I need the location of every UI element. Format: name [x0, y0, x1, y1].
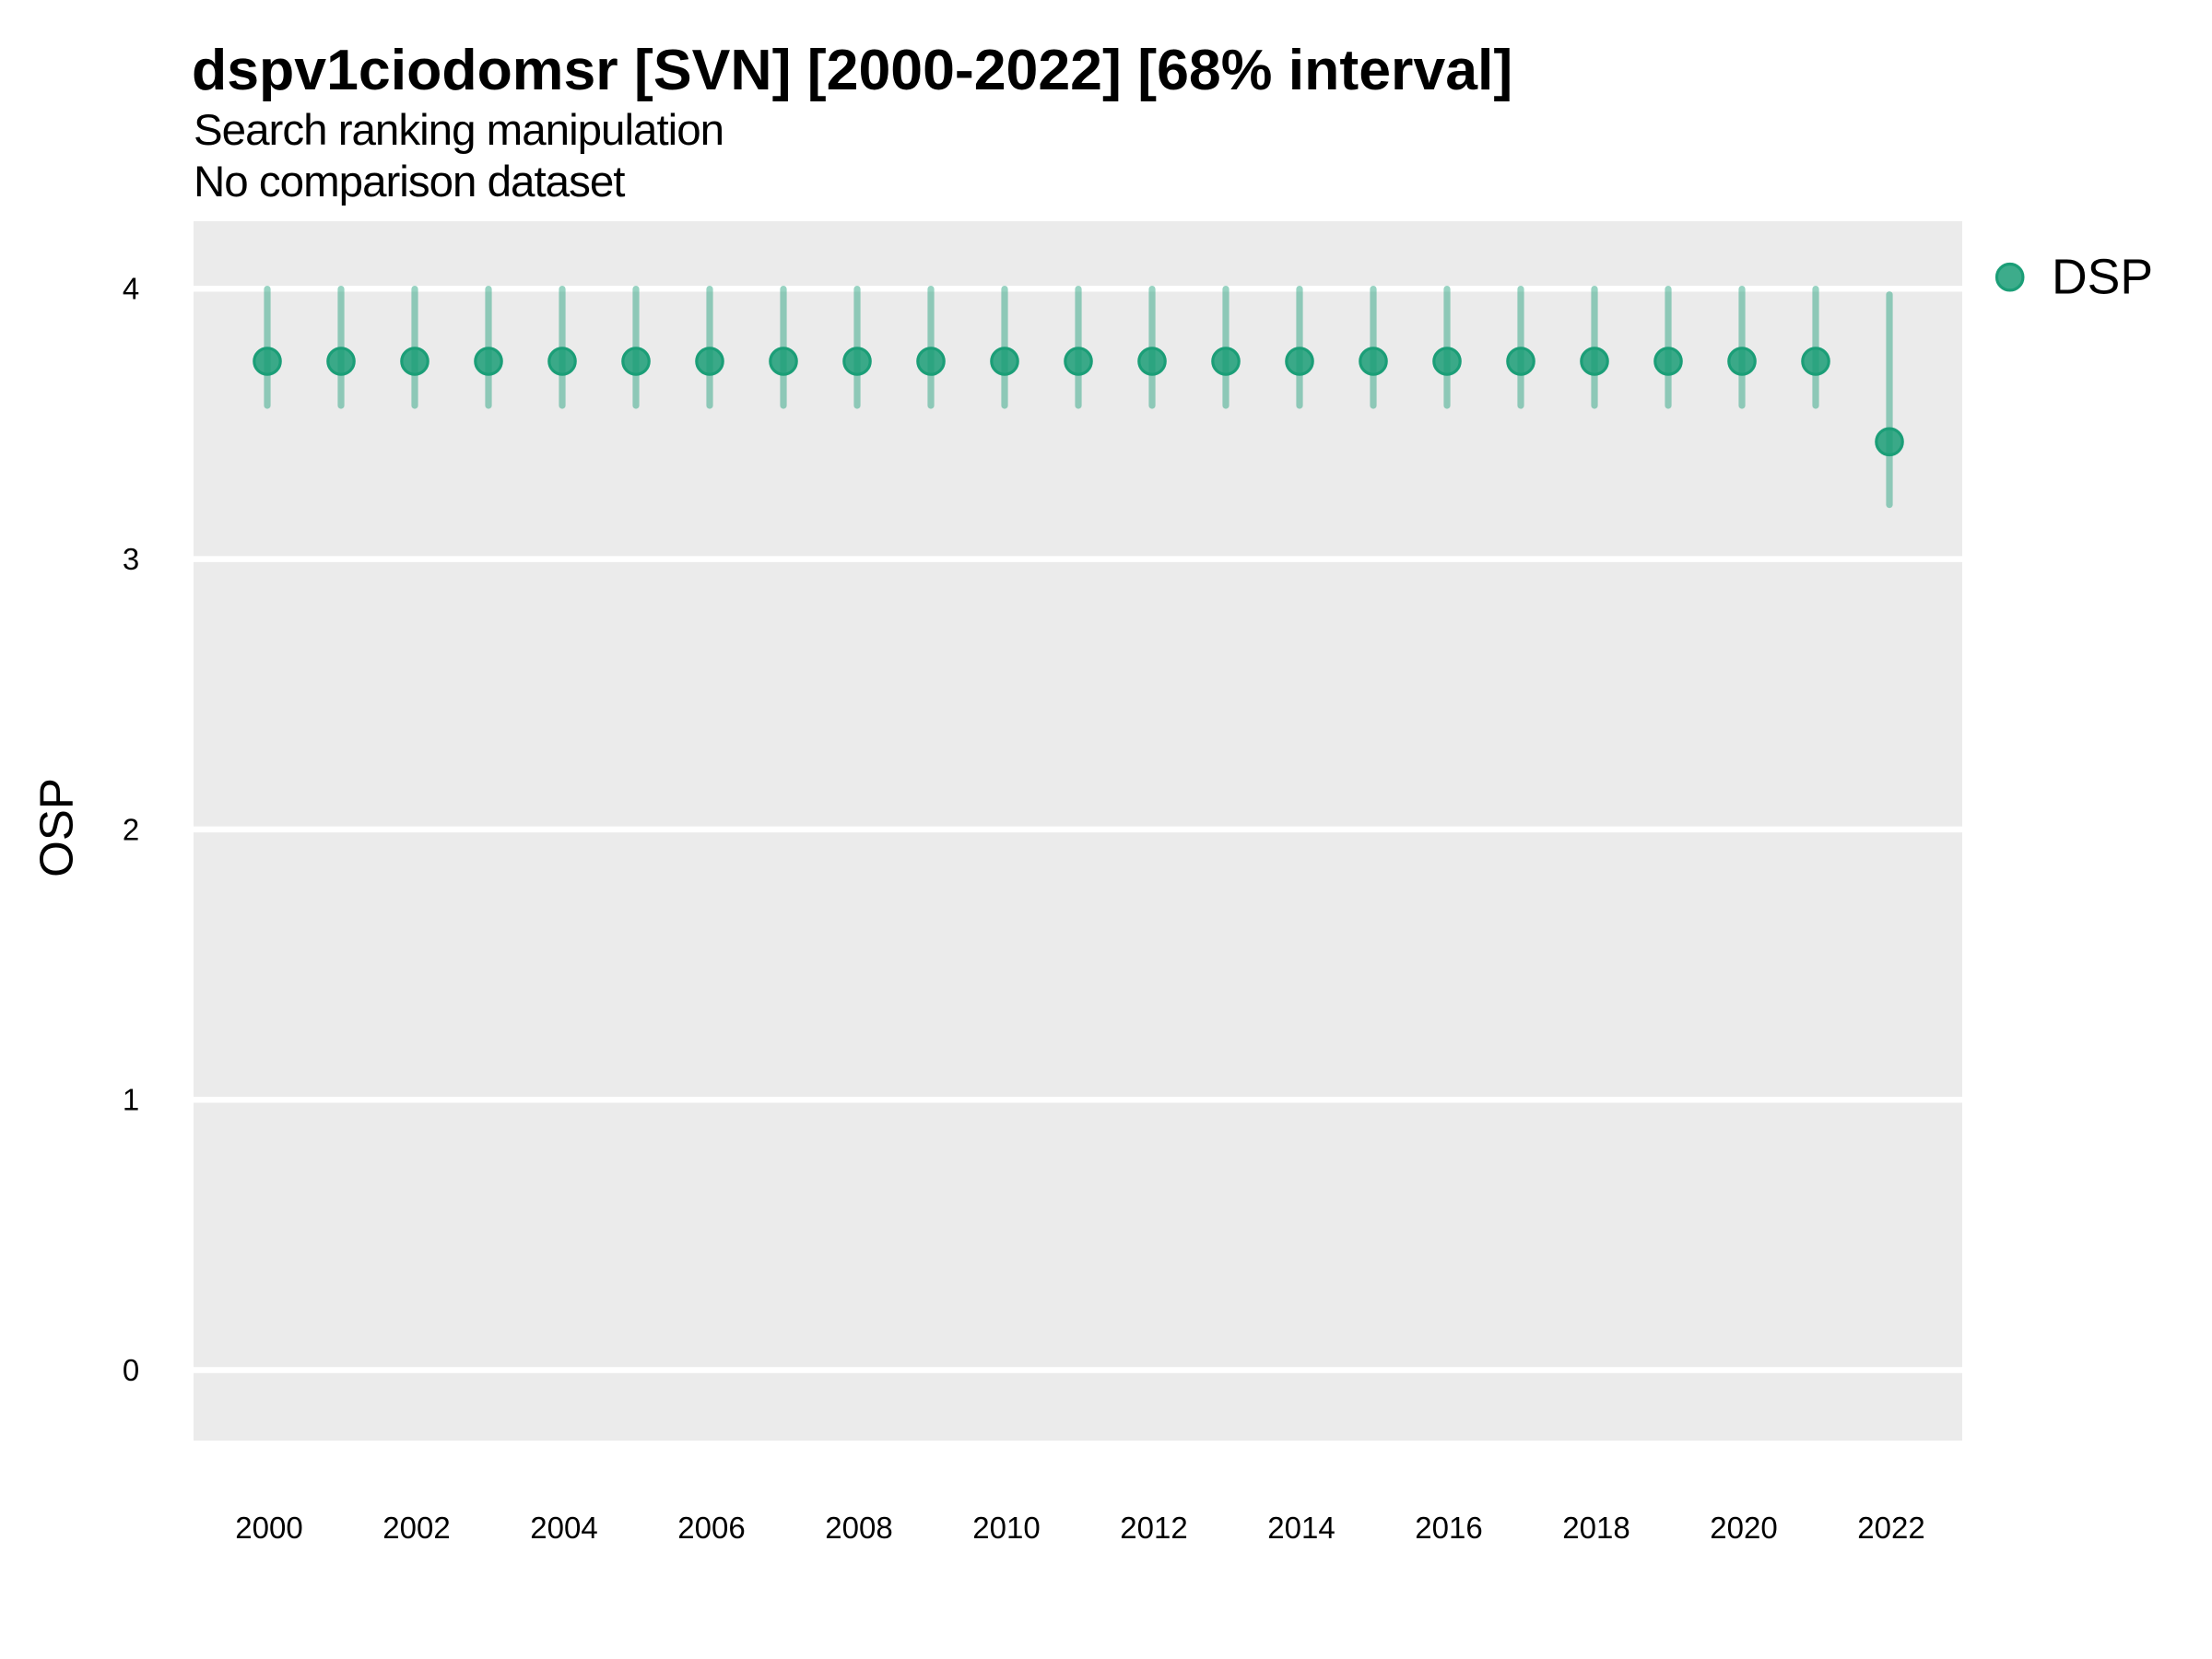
- svg-text:2008: 2008: [825, 1511, 892, 1545]
- svg-text:2012: 2012: [1120, 1511, 1187, 1545]
- svg-text:2010: 2010: [972, 1511, 1040, 1545]
- svg-text:2004: 2004: [530, 1511, 597, 1545]
- svg-text:DSP: DSP: [2052, 251, 2153, 305]
- svg-text:2002: 2002: [382, 1511, 450, 1545]
- svg-text:2020: 2020: [1710, 1511, 1777, 1545]
- svg-text:2: 2: [123, 812, 139, 846]
- svg-text:2016: 2016: [1415, 1511, 1482, 1545]
- svg-text:2000: 2000: [235, 1511, 302, 1545]
- svg-text:No comparison dataset: No comparison dataset: [194, 158, 625, 206]
- svg-text:dspv1ciodomsr [SVN] [2000-2022: dspv1ciodomsr [SVN] [2000-2022] [68% int…: [192, 38, 1512, 102]
- svg-text:2006: 2006: [677, 1511, 745, 1545]
- svg-text:OSP: OSP: [30, 778, 83, 877]
- svg-text:Search ranking manipulation: Search ranking manipulation: [194, 106, 724, 155]
- svg-text:1: 1: [123, 1083, 139, 1117]
- svg-text:2022: 2022: [1857, 1511, 1924, 1545]
- svg-text:0: 0: [123, 1353, 139, 1387]
- svg-text:2018: 2018: [1562, 1511, 1630, 1545]
- svg-text:4: 4: [123, 272, 139, 306]
- svg-text:2014: 2014: [1267, 1511, 1335, 1545]
- svg-text:3: 3: [123, 542, 139, 576]
